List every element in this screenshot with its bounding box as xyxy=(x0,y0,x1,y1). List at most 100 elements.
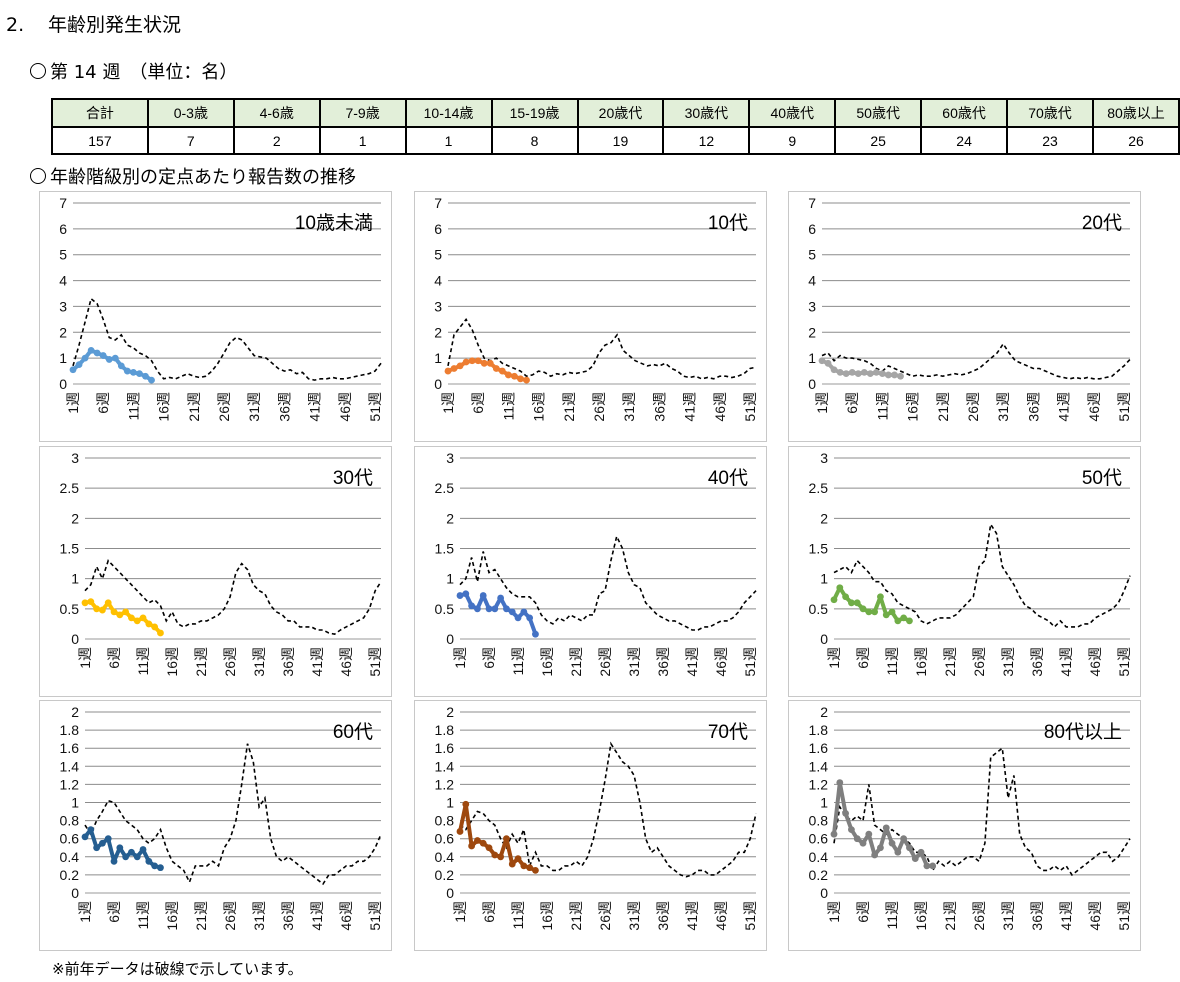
data-point xyxy=(872,368,880,376)
y-tick-label: 3 xyxy=(71,450,79,466)
y-tick-label: 6 xyxy=(434,221,442,237)
data-point xyxy=(468,602,476,610)
count-header-row: 合計 0-3歳 4-6歳 7-9歳 10-14歳 15-19歳 20歳代 30歳代 40歳代 50… xyxy=(51,98,1180,128)
y-tick-label: 0 xyxy=(59,376,67,392)
data-point xyxy=(853,599,861,607)
data-point xyxy=(517,375,524,383)
x-tick-label: 51週 xyxy=(367,647,383,677)
count-header-cell: 10-14歳 xyxy=(404,98,493,128)
y-tick-label: 2 xyxy=(446,510,454,526)
x-tick-label: 31週 xyxy=(1000,647,1016,677)
count-value-cell: 24 xyxy=(920,126,1009,155)
data-point xyxy=(830,366,838,374)
data-point xyxy=(504,371,512,379)
count-value-cell: 1 xyxy=(404,126,493,155)
x-tick-label: 16週 xyxy=(539,647,555,677)
x-tick-label: 21週 xyxy=(568,901,584,931)
section-heading: 2. 年齢別発生状況 xyxy=(6,10,181,37)
previous-year-line xyxy=(72,297,382,381)
x-tick-label: 36週 xyxy=(280,647,296,677)
x-tick-label: 1週 xyxy=(77,647,93,669)
count-value-cell: 25 xyxy=(834,126,923,155)
data-point xyxy=(450,365,458,372)
x-tick-label: 31週 xyxy=(626,901,642,931)
x-tick-label: 31週 xyxy=(251,901,267,931)
chart-title: 60代 xyxy=(333,721,373,743)
y-tick-label: 1 xyxy=(820,795,828,811)
chart-title: 80代以上 xyxy=(1044,721,1122,743)
x-tick-label: 11週 xyxy=(135,901,151,930)
data-point xyxy=(75,361,83,369)
data-point xyxy=(456,592,464,599)
previous-year-line xyxy=(459,741,757,878)
x-tick-label: 11週 xyxy=(135,647,151,676)
data-point xyxy=(462,358,470,366)
data-point xyxy=(491,851,499,859)
x-tick-label: 6週 xyxy=(106,901,122,923)
chart-frame xyxy=(39,700,392,951)
x-tick-label: 26週 xyxy=(216,392,232,422)
chart-title: 10代 xyxy=(708,212,748,234)
week-label: 第 14 週 （単位：名） xyxy=(30,58,237,84)
data-point xyxy=(474,357,482,365)
data-point xyxy=(480,359,488,367)
x-tick-label: 26週 xyxy=(222,901,238,931)
x-tick-label: 36週 xyxy=(655,647,671,677)
x-tick-label: 46週 xyxy=(338,647,354,677)
y-tick-label: 4 xyxy=(434,273,442,289)
count-header-cell: 40歳代 xyxy=(748,98,837,128)
x-tick-label: 6週 xyxy=(481,901,497,923)
data-point xyxy=(479,839,487,847)
data-point xyxy=(136,370,143,378)
data-point xyxy=(865,830,873,838)
data-point xyxy=(129,368,137,376)
y-tick-label: 2 xyxy=(820,510,828,526)
x-tick-label: 11週 xyxy=(510,901,526,930)
chart-title: 30代 xyxy=(333,467,373,489)
x-tick-label: 11週 xyxy=(500,392,516,421)
chart-frame xyxy=(414,700,767,951)
x-tick-label: 46週 xyxy=(337,392,353,422)
data-point xyxy=(497,853,505,861)
data-point xyxy=(116,611,124,619)
count-header-cell: 20歳代 xyxy=(576,98,665,128)
y-tick-label: 5 xyxy=(434,247,442,263)
y-tick-label: 0.6 xyxy=(435,831,455,847)
data-point xyxy=(117,362,125,370)
data-point xyxy=(854,370,862,378)
x-tick-label: 16週 xyxy=(164,647,180,677)
x-tick-label: 31週 xyxy=(1000,901,1016,931)
x-tick-label: 26週 xyxy=(971,901,987,931)
y-tick-label: 0 xyxy=(820,631,828,647)
data-point xyxy=(69,366,77,374)
x-tick-label: 51週 xyxy=(742,392,758,422)
data-point xyxy=(122,608,130,616)
x-tick-label: 26週 xyxy=(591,392,607,422)
x-tick-label: 31週 xyxy=(626,647,642,677)
y-tick-label: 1.5 xyxy=(809,541,829,557)
count-value-row: 157 7 2 1 1 8 19 12 9 25 24 23 26 xyxy=(51,126,1180,155)
count-header-cell: 7-9歳 xyxy=(318,98,407,128)
data-point xyxy=(882,611,890,619)
data-point xyxy=(99,352,107,359)
x-tick-label: 46週 xyxy=(712,392,728,422)
y-tick-label: 1 xyxy=(71,795,79,811)
y-tick-label: 1.5 xyxy=(435,541,455,557)
chart-title: 10歳未満 xyxy=(295,212,373,234)
data-point xyxy=(848,368,856,376)
x-tick-label: 1週 xyxy=(77,901,93,923)
x-tick-label: 51週 xyxy=(742,901,758,931)
x-tick-label: 41週 xyxy=(682,392,698,422)
x-tick-label: 36週 xyxy=(655,901,671,931)
x-tick-label: 31週 xyxy=(621,392,637,422)
data-point xyxy=(871,608,879,616)
x-tick-label: 1週 xyxy=(440,392,456,414)
data-point xyxy=(87,826,95,834)
y-tick-label: 2 xyxy=(434,324,442,340)
data-point xyxy=(900,835,908,843)
x-tick-label: 46週 xyxy=(338,901,354,931)
x-tick-label: 6週 xyxy=(855,901,871,923)
y-tick-label: 4 xyxy=(808,273,816,289)
age-count-table: 合計 0-3歳 4-6歳 7-9歳 10-14歳 15-19歳 20歳代 30歳代 40歳代 50… xyxy=(51,98,1180,155)
